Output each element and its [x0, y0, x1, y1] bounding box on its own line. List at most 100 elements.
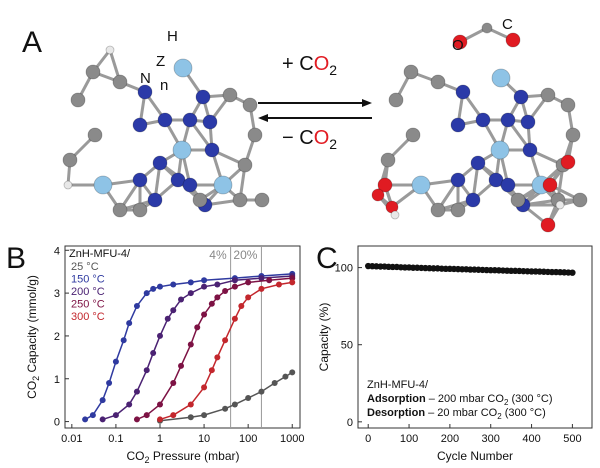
- data-point: [258, 275, 265, 282]
- data-point: [208, 367, 215, 374]
- data-point: [120, 337, 127, 344]
- atom: [490, 140, 510, 160]
- atom: [112, 74, 128, 90]
- atom: [388, 92, 404, 108]
- atom: [380, 152, 396, 168]
- data-point: [201, 412, 208, 419]
- molecules: [62, 22, 588, 233]
- data-point: [156, 401, 163, 408]
- data-point: [133, 388, 140, 395]
- data-point: [187, 290, 194, 297]
- data-point: [201, 283, 208, 290]
- atom: [254, 192, 270, 208]
- legend-title: ZnH-MFU-4/: [69, 248, 131, 260]
- atom: [195, 89, 211, 105]
- text: 2: [329, 136, 337, 152]
- atom: [475, 112, 491, 128]
- text: 2: [144, 455, 149, 465]
- y-tick-label: 0: [347, 417, 353, 429]
- atom: [540, 217, 556, 233]
- atom: [112, 202, 128, 218]
- plot-frame: [64, 245, 301, 429]
- atom: [455, 84, 471, 100]
- atom: [513, 89, 529, 105]
- data-point: [258, 388, 265, 395]
- data-point: [231, 315, 238, 322]
- x-tick-label: 1000: [280, 433, 304, 445]
- reaction-forward: + CO2: [282, 53, 337, 78]
- data-point: [164, 315, 171, 322]
- data-point: [143, 290, 150, 297]
- atom: [488, 172, 504, 188]
- text: 2: [31, 376, 41, 381]
- data-point: [99, 397, 106, 404]
- atom: [170, 172, 186, 188]
- atom: [192, 192, 208, 208]
- atom: [450, 202, 466, 218]
- reference-label: 20%: [233, 248, 257, 262]
- data-point: [82, 416, 89, 423]
- y-axis-label: Capacity (%): [317, 303, 331, 372]
- atom: [93, 175, 113, 195]
- reaction-reverse: − CO2: [282, 127, 337, 152]
- atom: [182, 112, 198, 128]
- annotation-line: Desorption – 20 mbar CO2 (300 °C): [367, 407, 546, 421]
- data-point: [289, 275, 296, 282]
- atom: [430, 202, 446, 218]
- atom-label: O: [452, 37, 464, 54]
- atom: [147, 192, 163, 208]
- series-line: [136, 277, 293, 421]
- text: 2: [504, 398, 509, 407]
- atom-label: N: [140, 70, 151, 87]
- text: – 20 mbar CO: [425, 407, 498, 419]
- atom: [173, 58, 193, 78]
- data-point: [106, 380, 113, 387]
- data-point: [170, 380, 177, 387]
- panel-label: C: [316, 242, 338, 275]
- data-point: [201, 277, 208, 284]
- atom: [542, 177, 558, 193]
- x-tick-label: 0: [365, 433, 371, 445]
- atom-label: n: [160, 77, 168, 94]
- data-point: [569, 269, 576, 276]
- data-point: [245, 395, 252, 402]
- atom: [137, 84, 153, 100]
- text: Capacity (mmol/g): [25, 275, 39, 376]
- x-tick-label: 100: [400, 433, 418, 445]
- data-point: [156, 416, 163, 423]
- x-axis-label: CO2 Pressure (mbar): [126, 449, 239, 465]
- data-point: [245, 294, 252, 301]
- plot-frame: [357, 245, 593, 429]
- atom: [505, 32, 521, 48]
- text: − C: [282, 127, 314, 149]
- atom: [450, 117, 466, 133]
- data-point: [231, 401, 238, 408]
- equilibrium-arrows: [258, 99, 372, 122]
- legend-entry: 200 °C: [71, 286, 105, 298]
- data-point: [222, 337, 229, 344]
- data-point: [214, 294, 221, 301]
- data-point: [143, 367, 150, 374]
- data-point: [231, 283, 238, 290]
- atom: [560, 154, 576, 170]
- x-tick-label: 500: [563, 433, 581, 445]
- atom: [371, 188, 385, 202]
- atom: [560, 97, 576, 113]
- data-point: [187, 414, 194, 421]
- text: 2: [329, 62, 337, 78]
- atom: [222, 87, 238, 103]
- data-point: [187, 279, 194, 286]
- x-tick-label: 0.01: [61, 433, 82, 445]
- text: (300 °C): [508, 393, 552, 405]
- annotation-line: Adsorption – 200 mbar CO2 (300 °C): [367, 393, 553, 407]
- data-point: [187, 401, 194, 408]
- data-point: [214, 354, 221, 361]
- legend-entry: 300 °C: [71, 311, 105, 323]
- atom: [430, 74, 446, 90]
- text: – 200 mbar CO: [426, 393, 505, 405]
- panel-label: A: [22, 26, 42, 59]
- atom: [157, 112, 173, 128]
- data-point: [245, 279, 252, 286]
- data-point: [266, 277, 273, 284]
